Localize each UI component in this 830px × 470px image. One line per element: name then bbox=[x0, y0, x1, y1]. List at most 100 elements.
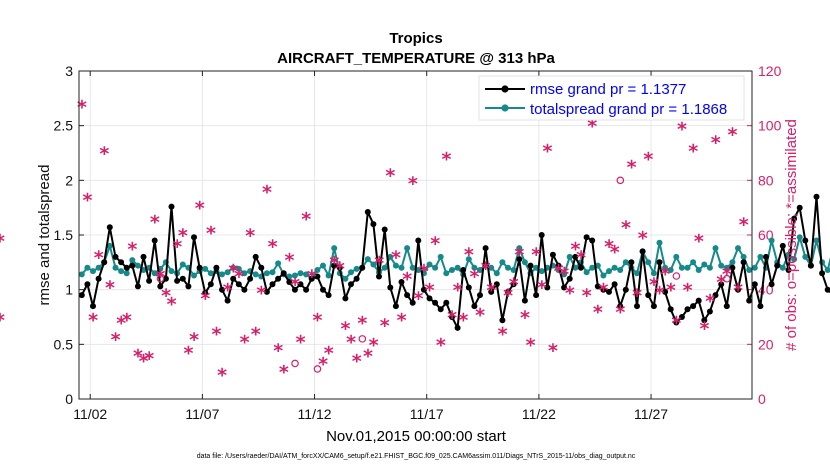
totalspread-point bbox=[437, 253, 444, 260]
x-tick-label: 11/22 bbox=[522, 406, 556, 422]
rmse-point bbox=[353, 275, 360, 282]
obs-assimilated-point: * bbox=[335, 258, 345, 280]
obs-assimilated-point: * bbox=[733, 280, 743, 302]
rmse-point bbox=[544, 284, 551, 291]
rmse-point bbox=[757, 303, 764, 310]
obs-assimilated-point: * bbox=[402, 269, 412, 291]
obs-assimilated-point: * bbox=[279, 362, 289, 384]
totalspread-point bbox=[600, 272, 607, 279]
obs-assimilated-point: * bbox=[301, 209, 311, 231]
obs-assimilated-point: * bbox=[178, 225, 188, 247]
totalspread-point bbox=[695, 267, 702, 273]
totalspread-point bbox=[275, 260, 282, 267]
obs-assimilated-point: * bbox=[458, 310, 468, 332]
rmse-point bbox=[370, 221, 377, 228]
totalspread-point bbox=[690, 259, 697, 266]
obs-assimilated-point: * bbox=[413, 288, 423, 310]
totalspread-point bbox=[443, 270, 450, 277]
totalspread-point bbox=[673, 253, 680, 260]
rmse-point bbox=[336, 264, 343, 271]
totalspread-point bbox=[331, 245, 338, 252]
chart-subtitle: AIRCRAFT_TEMPERATURE @ 313 hPa bbox=[277, 50, 555, 67]
rmse-point bbox=[202, 289, 209, 296]
rmse-point bbox=[712, 292, 719, 299]
totalspread-point bbox=[179, 261, 186, 268]
y2-tick-label: 80 bbox=[758, 172, 774, 188]
rmse-point bbox=[280, 270, 287, 277]
rmse-point bbox=[684, 306, 691, 313]
totalspread-point bbox=[751, 264, 758, 271]
rmse-point bbox=[740, 259, 747, 266]
obs-assimilated-point: * bbox=[638, 228, 648, 250]
obs-assimilated-point: * bbox=[419, 261, 429, 283]
rmse-point bbox=[482, 245, 489, 252]
rmse-point bbox=[207, 281, 214, 288]
rmse-point bbox=[146, 277, 153, 284]
obs-assimilated-point: * bbox=[341, 318, 351, 340]
obs-assimilated-point: * bbox=[430, 233, 440, 255]
obs-assimilated-point: * bbox=[397, 310, 407, 332]
obs-assimilated-point: * bbox=[139, 351, 149, 373]
obs-assimilated-point: * bbox=[363, 345, 373, 367]
obs-assimilated-point: * bbox=[514, 244, 524, 266]
rmse-point bbox=[443, 299, 450, 306]
obs-assimilated-point: * bbox=[318, 353, 328, 375]
rmse-point bbox=[392, 303, 399, 310]
totalspread-point bbox=[202, 265, 209, 272]
totalspread-point bbox=[297, 270, 304, 277]
totalspread-point bbox=[78, 271, 85, 278]
legend-rmse-label: rmse grand pr = 1.1377 bbox=[530, 81, 686, 98]
y-tick-label: 0 bbox=[65, 391, 73, 407]
totalspread-point bbox=[432, 264, 439, 271]
obs-assimilated-point: * bbox=[268, 236, 278, 258]
obs-assimilated-point: * bbox=[155, 266, 165, 288]
totalspread-point bbox=[168, 268, 175, 275]
obs-assimilated-point: * bbox=[728, 124, 738, 146]
totalspread-point bbox=[622, 259, 629, 266]
rmse-point bbox=[112, 253, 119, 260]
obs-assimilated-point: * bbox=[184, 343, 194, 365]
rmse-point bbox=[718, 281, 725, 288]
obs-assimilated-point: * bbox=[615, 302, 625, 324]
rmse-point bbox=[432, 299, 439, 306]
rmse-point bbox=[235, 281, 242, 288]
obs-assimilated-point: * bbox=[408, 173, 418, 195]
obs-assimilated-point: * bbox=[436, 334, 446, 356]
totalspread-point bbox=[589, 264, 596, 271]
rmse-point bbox=[263, 288, 270, 295]
obs-assimilated-point: * bbox=[0, 310, 5, 332]
totalspread-point bbox=[499, 259, 506, 266]
totalspread-point bbox=[746, 267, 753, 273]
totalspread-point bbox=[320, 262, 326, 269]
rmse-point bbox=[566, 275, 573, 282]
rmse-point bbox=[572, 253, 579, 260]
obs-assimilated-point: * bbox=[329, 252, 339, 274]
rmse-point bbox=[471, 303, 478, 310]
obs-assimilated-point: * bbox=[520, 307, 530, 329]
rmse-point bbox=[499, 317, 506, 324]
obs-assimilated-point: * bbox=[722, 263, 732, 285]
obs-assimilated-point: * bbox=[481, 258, 491, 280]
rmse-point bbox=[230, 275, 237, 282]
totalspread-point bbox=[269, 269, 276, 276]
x-tick-label: 11/02 bbox=[73, 406, 107, 422]
totalspread-point bbox=[465, 256, 472, 263]
totalspread-point bbox=[291, 272, 298, 279]
legend-totalspread-marker bbox=[501, 104, 509, 112]
rmse-point bbox=[140, 253, 147, 260]
obs-assimilated-point: * bbox=[632, 285, 642, 307]
rmse-point bbox=[824, 286, 830, 293]
rmse-point bbox=[628, 259, 635, 266]
y2-tick-label: 20 bbox=[758, 336, 774, 352]
obs-assimilated-point: * bbox=[150, 211, 160, 233]
rmse-point bbox=[729, 264, 736, 271]
obs-assimilated-point: * bbox=[245, 225, 255, 247]
rmse-point bbox=[516, 256, 523, 263]
totalspread-point bbox=[224, 269, 231, 276]
rmse-point bbox=[179, 275, 186, 282]
totalspread-point bbox=[409, 264, 416, 271]
rmse-point bbox=[420, 286, 427, 293]
totalspread-point bbox=[505, 264, 511, 271]
obs-assimilated-point: * bbox=[133, 345, 143, 367]
obs-assimilated-point: * bbox=[565, 282, 575, 304]
